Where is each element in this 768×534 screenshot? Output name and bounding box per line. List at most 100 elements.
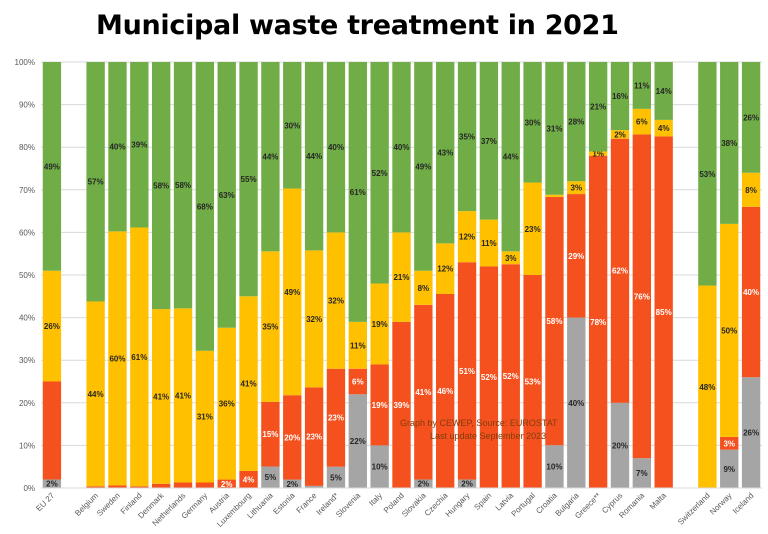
bar-segment: [326, 232, 346, 369]
x-tick-label: Portugal: [510, 491, 538, 519]
bar-segment: [741, 62, 761, 173]
data-label: 44%: [88, 390, 104, 399]
data-label: 58%: [153, 182, 169, 191]
bar-segment: [304, 485, 324, 488]
data-label: 3%: [571, 184, 583, 193]
bar-segment: [108, 62, 127, 232]
bar-segment: [457, 479, 477, 488]
bar-segment: [42, 62, 62, 271]
data-label: 41%: [153, 392, 169, 401]
x-tick-label: Hungary: [444, 491, 472, 519]
bar-segment: [130, 227, 149, 487]
data-label: 3%: [505, 254, 517, 263]
bar-segment: [610, 138, 630, 403]
data-label: 38%: [721, 139, 737, 148]
data-label: 10%: [372, 463, 388, 472]
data-label: 32%: [306, 315, 322, 324]
bar-segment: [261, 251, 280, 402]
data-label: 4%: [243, 475, 255, 484]
bar-segment: [457, 62, 477, 212]
bar-segment: [42, 479, 62, 488]
bar-segment: [457, 211, 477, 263]
data-label: 21%: [590, 103, 606, 112]
data-label: 43%: [437, 149, 453, 158]
data-label: 23%: [525, 225, 541, 234]
bar-segment: [151, 62, 171, 310]
source-annotation: Last update September 2023: [430, 431, 546, 441]
data-label: 78%: [590, 318, 606, 327]
data-label: 63%: [219, 191, 235, 200]
data-label: 52%: [481, 373, 497, 382]
data-label: 35%: [262, 323, 278, 332]
bar-segment: [457, 262, 477, 480]
bar-segment: [348, 394, 367, 488]
y-tick-label: 20%: [19, 399, 35, 408]
bar-segment: [130, 62, 149, 228]
data-label: 41%: [415, 388, 431, 397]
bar-segment: [414, 479, 433, 488]
data-label: 57%: [88, 178, 104, 187]
y-tick-label: 60%: [19, 228, 35, 237]
bar-segment: [588, 62, 608, 152]
bar-segment: [545, 196, 564, 446]
bar-segment: [632, 108, 652, 135]
data-label: 39%: [131, 141, 147, 150]
bar-segment: [86, 301, 105, 487]
bar-segment: [261, 62, 280, 252]
bar-segment: [195, 62, 215, 351]
bar-segment: [239, 296, 258, 471]
data-label: 6%: [636, 118, 648, 127]
bar-segment: [304, 62, 324, 251]
x-tick-label: Sweden: [95, 491, 122, 518]
bar-segment: [523, 275, 542, 488]
data-label: 36%: [219, 400, 235, 409]
bar-segment: [414, 304, 433, 480]
bar-segment: [545, 194, 564, 197]
bar-segment: [42, 381, 62, 480]
data-label: 11%: [634, 81, 650, 90]
bar-segment: [741, 172, 761, 207]
data-label: 40%: [568, 399, 584, 408]
bar-segment: [654, 136, 673, 489]
bar-segment: [326, 368, 346, 467]
data-label: 30%: [284, 121, 300, 130]
bar-segment: [108, 485, 127, 488]
data-label: 39%: [393, 401, 409, 410]
data-label: 50%: [721, 326, 737, 335]
bar-segment: [567, 181, 586, 195]
data-label: 2%: [461, 480, 473, 489]
bar-segment: [501, 251, 520, 265]
bar-segment: [567, 194, 586, 318]
data-label: 26%: [743, 113, 759, 122]
source-annotation: Graph by CEWEP, Source: EUROSTAT: [400, 418, 558, 428]
data-label: 41%: [175, 391, 191, 400]
bar-segment: [632, 62, 652, 109]
data-label: 19%: [372, 401, 388, 410]
data-label: 21%: [393, 273, 409, 282]
bar-segment: [151, 483, 171, 488]
bar-segment: [304, 387, 324, 486]
bar-segment: [42, 270, 62, 382]
data-label: 46%: [437, 387, 453, 396]
bar-segment: [108, 231, 127, 486]
data-label: 22%: [350, 437, 366, 446]
bar-segment: [261, 401, 280, 467]
bar-segment: [217, 327, 236, 480]
data-label: 2%: [46, 480, 58, 489]
x-tick-label: Slovenia: [334, 491, 362, 519]
bar-segment: [239, 470, 258, 488]
bar-segment: [720, 223, 739, 437]
data-label: 31%: [197, 413, 213, 422]
bar-segment: [195, 482, 215, 488]
bar-segment: [173, 62, 193, 309]
data-label: 3%: [723, 439, 735, 448]
data-label: 49%: [44, 162, 60, 171]
data-label: 35%: [459, 133, 475, 142]
data-label: 28%: [568, 118, 584, 127]
bar-segment: [501, 264, 520, 488]
data-label: 26%: [743, 429, 759, 438]
bar-segment: [173, 482, 193, 488]
x-tick-label: Slovakia: [400, 491, 428, 519]
bar-segment: [173, 308, 193, 483]
data-label: 2%: [221, 480, 233, 489]
